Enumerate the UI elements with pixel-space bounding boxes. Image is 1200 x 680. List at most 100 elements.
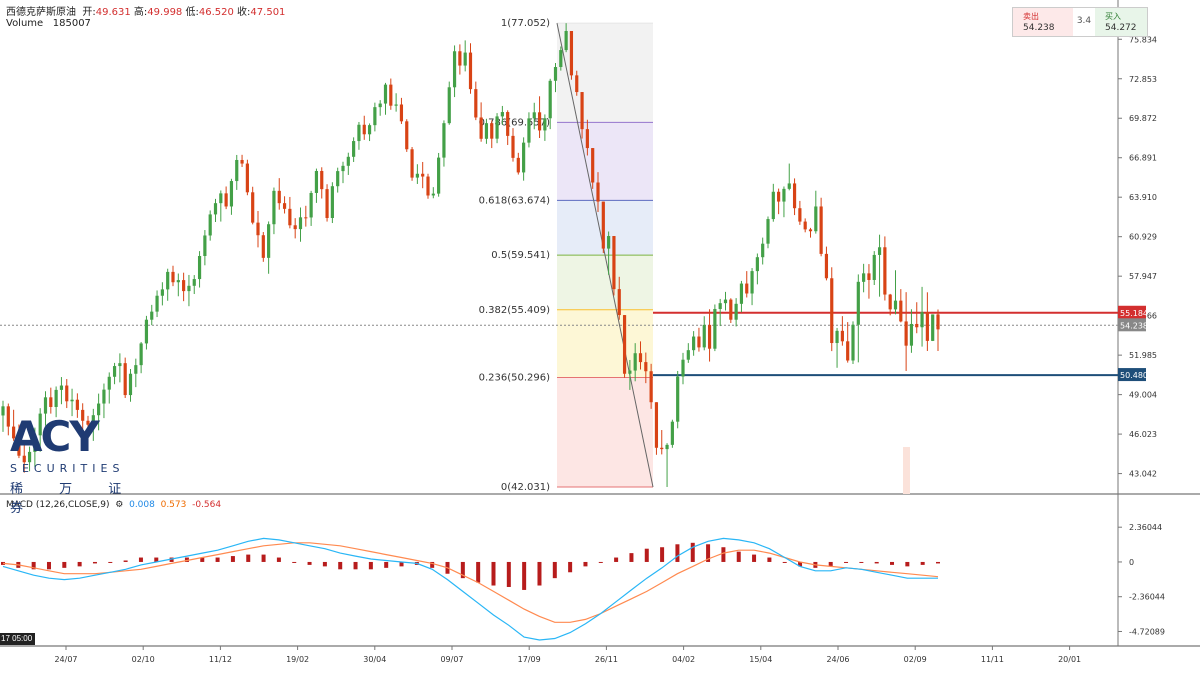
candle-body (383, 84, 388, 104)
candle-body (330, 186, 334, 218)
macd-hist-bar (568, 561, 573, 573)
candle-body (97, 403, 101, 416)
fib-label: 0.5(59.541) (491, 250, 550, 261)
acy-logo: ACY SECURITIES 稀 万 证 券 (8, 412, 158, 516)
volume-header: Volume 185007 (6, 18, 91, 29)
close-label: 收: (237, 7, 251, 18)
candle-body (777, 191, 781, 202)
candle-body (341, 165, 345, 172)
fib-label: 0.786(69.557) (479, 117, 551, 128)
buy-price: 54.272 (1105, 23, 1137, 33)
fib-band (557, 122, 653, 201)
macd-hist-bar (200, 557, 205, 562)
settings-icon[interactable]: ⚙ (115, 500, 124, 510)
candle-body (564, 30, 568, 51)
candle-body (872, 254, 876, 280)
candle-body (745, 283, 749, 294)
candle-body (612, 236, 616, 290)
hist-value: -0.564 (192, 500, 222, 510)
ohlc-header: 西德克萨斯原油 开:49.631 高:49.998 低:46.520 收:47.… (6, 3, 285, 18)
candle-body (867, 273, 871, 280)
y-tick-label: 60.929 (1129, 233, 1157, 242)
candle-body (463, 52, 467, 66)
candle-body (484, 123, 489, 139)
candle-body (468, 52, 473, 90)
macd-hist-bar (552, 561, 557, 579)
low-label: 低: (185, 7, 199, 18)
macd-hist-bar (460, 561, 465, 579)
candle-body (107, 376, 111, 390)
logo-subtitle: SECURITIES (10, 462, 125, 475)
candle-body (373, 107, 377, 126)
macd-hist-bar (706, 544, 711, 562)
x-tick-label: 30/04 (363, 655, 386, 664)
candle-body (176, 280, 180, 283)
candle-body (936, 314, 940, 330)
candle-body (437, 157, 441, 194)
volume-label: Volume (6, 18, 44, 29)
macd-hist-bar (77, 561, 82, 567)
candle-body (59, 385, 64, 390)
sell-button[interactable]: 卖出 54.238 (1013, 8, 1073, 36)
candle-body (931, 314, 935, 341)
sell-price: 54.238 (1023, 23, 1055, 33)
candle-body (171, 271, 175, 283)
candle-body (591, 148, 595, 183)
macd-hist-bar (430, 561, 435, 568)
candle-body (877, 247, 882, 255)
candle-body (70, 399, 74, 402)
candle-body (835, 330, 839, 344)
volume-bar (903, 447, 910, 494)
y-tick-label: 43.042 (1129, 470, 1157, 479)
candle-body (830, 278, 834, 344)
resistance-tag (1118, 305, 1146, 319)
candle-body (134, 365, 138, 374)
candle-body (500, 112, 504, 117)
current-price-tag (1118, 318, 1146, 332)
y-tick-label: 49.004 (1129, 391, 1157, 400)
macd-hist-bar (752, 554, 757, 562)
candle-body (267, 224, 271, 258)
logo-chinese: 稀 万 证 券 (10, 482, 138, 516)
candle-body (909, 323, 914, 346)
candle-body (607, 236, 611, 249)
y-tick-label: 75.834 (1129, 35, 1157, 44)
candle-body (128, 373, 133, 396)
candle-body (426, 176, 430, 196)
buy-button[interactable]: 买入 54.272 (1095, 8, 1147, 36)
time-indicator: 17 05:00 (0, 633, 35, 645)
macd-y-tick-label: -4.72089 (1129, 627, 1165, 636)
macd-hist-bar (660, 547, 665, 562)
macd-hist-bar (721, 547, 726, 562)
candle-body (569, 30, 574, 76)
candle-body (681, 359, 685, 377)
candle-body (522, 142, 526, 173)
macd-hist-bar (736, 551, 741, 562)
macd-hist-bar (399, 561, 404, 567)
signal-line (2, 542, 939, 623)
candle-body (91, 415, 95, 425)
candle-body (187, 285, 191, 292)
macd-hist-bar (675, 544, 680, 562)
spread-value: 3.4 (1076, 16, 1092, 26)
macd-hist-bar (476, 561, 481, 583)
candle-body (282, 203, 287, 209)
candle-body (192, 279, 196, 286)
macd-hist-bar (537, 561, 542, 586)
candle-body (160, 289, 164, 296)
candle-body (272, 190, 276, 225)
x-tick-label: 11/11 (981, 655, 1004, 664)
candle-body (1, 406, 5, 416)
candle-body (697, 336, 701, 348)
macd-line (2, 537, 938, 641)
macd-hist-bar (874, 561, 879, 564)
candle-body (723, 299, 728, 304)
candle-body (925, 312, 929, 341)
candle-body (692, 336, 696, 351)
candle-body (367, 125, 372, 135)
x-tick-label: 02/09 (904, 655, 927, 664)
candle-body (452, 51, 457, 88)
candle-body (144, 319, 149, 344)
